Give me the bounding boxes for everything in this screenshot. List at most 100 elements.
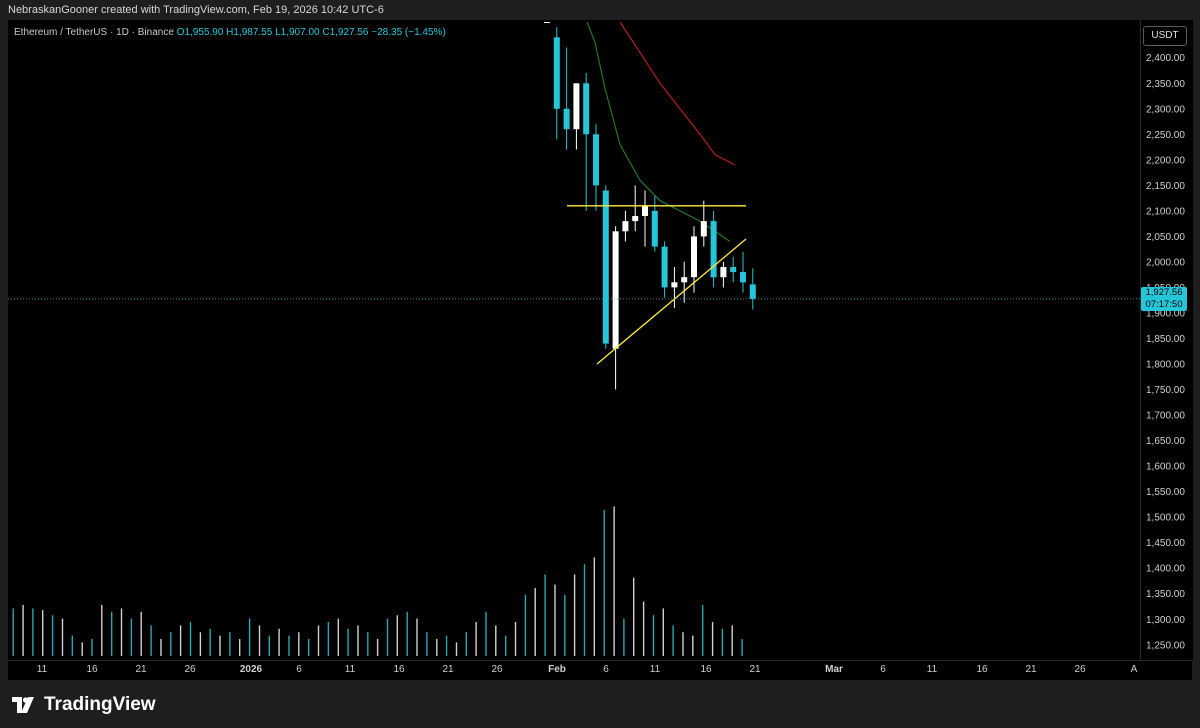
volume-bar: [150, 625, 152, 656]
volume-bar: [337, 618, 339, 656]
candle-body: [749, 284, 756, 299]
volume-bar: [347, 628, 349, 656]
candle-body: [681, 277, 688, 283]
volume-bar: [544, 574, 546, 656]
volume-bar: [111, 611, 113, 656]
time-tick-label: 11: [37, 664, 48, 675]
volume-bar: [239, 639, 241, 656]
last-price-tag: 1,927.56 07:17:50: [1141, 286, 1187, 311]
time-tick-label: 21: [1025, 664, 1037, 675]
volume-bar: [376, 639, 379, 656]
candle-body: [700, 221, 707, 237]
volume-bar: [702, 605, 704, 656]
credit-text: NebraskanGooner created with TradingView…: [8, 4, 384, 16]
volume-bar: [485, 611, 487, 656]
last-price-value: 1,927.56: [1145, 286, 1183, 298]
price-axis[interactable]: [1140, 20, 1193, 660]
price-tick-label: 1,300.00: [1146, 615, 1185, 626]
price-tick-label: 1,650.00: [1146, 436, 1185, 447]
price-tick-label: 2,350.00: [1146, 79, 1185, 90]
time-tick-label: 11: [650, 664, 661, 675]
candle-body: [710, 221, 717, 278]
symbol-name[interactable]: Ethereum / TetherUS · 1D · Binance: [14, 27, 174, 38]
time-tick-label: 6: [603, 664, 609, 675]
price-tick-label: 2,250.00: [1146, 130, 1185, 141]
volume-bar: [51, 615, 54, 656]
time-tick-label: 21: [442, 664, 454, 675]
currency-button[interactable]: USDT: [1143, 26, 1187, 46]
price-tick-label: 2,200.00: [1146, 155, 1185, 166]
volume-bar: [731, 625, 733, 656]
time-tick-label: 21: [749, 664, 761, 675]
time-tick-label: 16: [86, 664, 98, 675]
price-tick-label: 2,300.00: [1146, 104, 1185, 115]
volume-bar: [741, 639, 743, 656]
price-tick-label: 2,000.00: [1146, 257, 1185, 268]
volume-bar: [258, 625, 261, 656]
volume-bar: [436, 639, 438, 656]
price-tick-label: 1,550.00: [1146, 487, 1185, 498]
volume-bar: [564, 594, 566, 656]
volume-bar: [199, 632, 202, 656]
volume-bar: [652, 615, 655, 656]
volume-bar: [396, 615, 398, 656]
price-tick-label: 1,700.00: [1146, 411, 1185, 422]
time-tick-label: A: [1131, 664, 1138, 675]
support-trendline[interactable]: [596, 238, 747, 365]
volume-bar: [42, 610, 44, 656]
bar-countdown: 07:17:50: [1145, 298, 1183, 310]
price-tick-label: 1,600.00: [1146, 462, 1185, 473]
symbol-legend: Ethereum / TetherUS · 1D · Binance O1,95…: [14, 27, 446, 38]
volume-bar: [633, 577, 635, 656]
volume-bar: [32, 608, 34, 656]
candle-body: [612, 231, 619, 349]
volume-bar: [189, 622, 192, 656]
candle-body: [593, 134, 599, 186]
time-tick-label: 21: [135, 664, 147, 675]
tradingview-logo-icon: [12, 697, 34, 713]
price-tick-label: 1,750.00: [1146, 385, 1185, 396]
time-tick-label: 6: [296, 664, 302, 675]
price-tick-label: 1,450.00: [1146, 538, 1185, 549]
candle-body: [691, 236, 697, 278]
volume-bar: [662, 608, 664, 656]
volume-bar: [505, 635, 507, 656]
time-tick-label: Feb: [548, 664, 566, 675]
volume-bar: [445, 635, 448, 656]
time-tick-label: 26: [184, 664, 196, 675]
volume-bar: [101, 605, 103, 656]
candle-body: [544, 22, 550, 23]
volume-bar: [209, 628, 211, 656]
candle-body: [602, 190, 609, 344]
volume-bar: [514, 622, 517, 656]
price-tick-label: 1,500.00: [1146, 513, 1185, 524]
volume-bar: [140, 611, 142, 656]
tradingview-logo[interactable]: TradingView: [12, 694, 156, 716]
time-tick-label: Mar: [825, 664, 843, 675]
time-axis[interactable]: [8, 660, 1192, 681]
volume-bar: [120, 608, 123, 656]
volume-bar: [554, 584, 556, 656]
price-tick-label: 2,100.00: [1146, 206, 1185, 217]
candle-body: [563, 108, 570, 130]
time-tick-label: 16: [700, 664, 712, 675]
volume-bar: [465, 632, 467, 656]
volume-bar: [12, 608, 14, 656]
volume-bar: [613, 506, 615, 656]
volume-bar: [130, 618, 133, 656]
volume-bar: [219, 635, 221, 656]
volume-bar: [367, 632, 369, 656]
time-tick-label: 16: [976, 664, 988, 675]
volume-bar: [495, 625, 497, 656]
volume-bar: [721, 628, 724, 656]
volume-bar: [248, 618, 251, 656]
top-bar: NebraskanGooner created with TradingView…: [0, 0, 1200, 20]
time-tick-label: 6: [880, 664, 886, 675]
volume-bar: [288, 635, 290, 656]
volume-bar: [534, 588, 536, 656]
tradingview-logo-text: TradingView: [44, 694, 156, 715]
candle-body: [661, 246, 668, 288]
volume-bar: [416, 618, 418, 656]
candle-body: [740, 272, 746, 283]
candle-body: [583, 83, 590, 135]
